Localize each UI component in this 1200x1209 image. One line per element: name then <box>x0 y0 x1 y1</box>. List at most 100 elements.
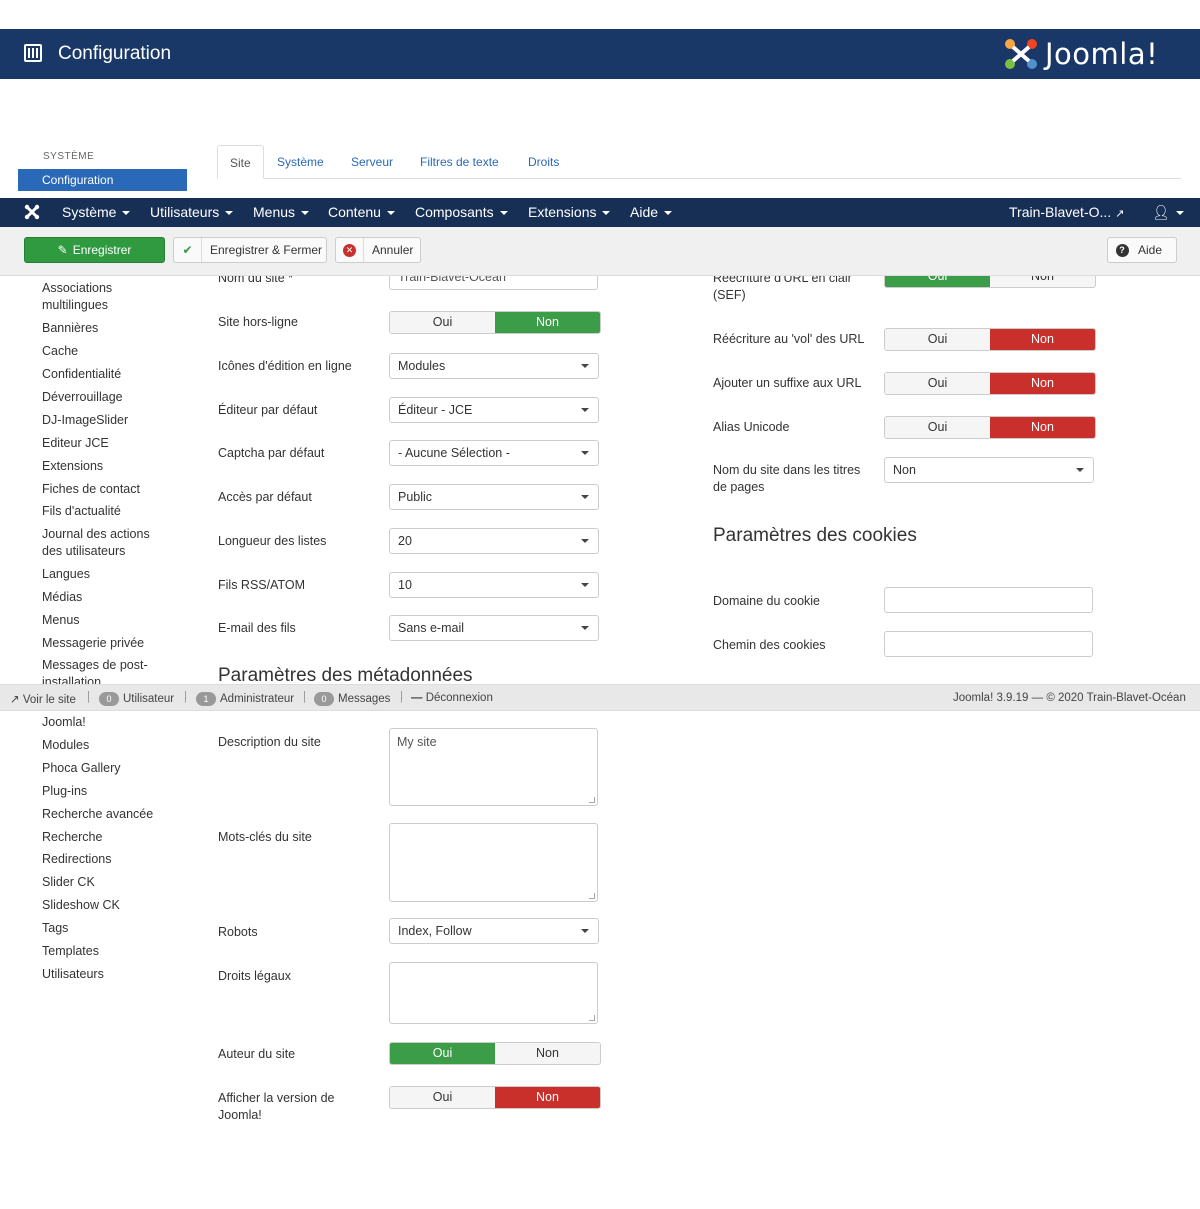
author-toggle[interactable]: Oui Non <box>389 1042 601 1065</box>
nav-components[interactable]: Composants <box>415 204 508 220</box>
joomla-menu-icon[interactable] <box>24 204 40 220</box>
sidebar-item[interactable]: Extensions <box>42 459 104 473</box>
cookie-path-input[interactable] <box>884 631 1093 657</box>
chevron-down-icon <box>572 441 598 465</box>
sidebar-item[interactable]: Phoca Gallery <box>42 761 121 775</box>
offline-no[interactable]: Non <box>495 312 600 333</box>
sidebar-item[interactable]: Fils d'actualité <box>42 504 121 518</box>
suffix-no[interactable]: Non <box>990 373 1095 394</box>
sidebar-item[interactable]: Tags <box>42 921 69 935</box>
list-length-select[interactable]: 20 <box>389 528 599 554</box>
sidebar-item[interactable]: Joomla! <box>42 715 86 729</box>
sidebar-item[interactable]: Slider CK <box>42 875 95 889</box>
suffix-yes[interactable]: Oui <box>885 373 990 394</box>
chevron-down-icon <box>572 529 598 553</box>
offline-yes[interactable]: Oui <box>390 312 495 333</box>
tab-server[interactable]: Serveur <box>351 155 394 169</box>
sidebar-item[interactable]: Messagerie privée <box>42 636 145 650</box>
help-icon: ? <box>1108 238 1136 262</box>
sidebar-item[interactable]: Langues <box>42 567 90 581</box>
unicode-no[interactable]: Non <box>990 417 1095 438</box>
cancel-button[interactable]: ✕ Annuler <box>335 237 421 263</box>
inline-edit-select[interactable]: Modules <box>389 353 599 379</box>
tab-permissions[interactable]: Droits <box>528 155 560 169</box>
sidebar-item[interactable]: Confidentialité <box>42 367 122 381</box>
unicode-yes[interactable]: Oui <box>885 417 990 438</box>
app-header: Configuration Joomla! <box>0 29 1200 79</box>
sidebar-item[interactable]: Recherche avancée <box>42 807 154 821</box>
offline-toggle[interactable]: Oui Non <box>389 311 601 334</box>
access-select[interactable]: Public <box>389 484 599 510</box>
rewrite-yes[interactable]: Oui <box>885 329 990 350</box>
sef-label: Réécriture d'URL en clair (SEF) <box>713 276 852 302</box>
feed-email-select[interactable]: Sans e-mail <box>389 615 599 641</box>
sidebar-item[interactable]: Cache <box>42 344 79 358</box>
sidebar-item[interactable]: DJ-ImageSlider <box>42 413 129 427</box>
sidebar-item[interactable]: Menus <box>42 613 80 627</box>
sidebar-item[interactable]: Déverrouillage <box>42 390 123 404</box>
author-yes[interactable]: Oui <box>390 1043 495 1064</box>
sidebar-item[interactable]: Journal des actions des utilisateurs <box>42 527 150 558</box>
save-close-button[interactable]: ✔ Enregistrer & Fermer <box>173 237 327 263</box>
site-link[interactable]: Train-Blavet-O... ↗ <box>1009 204 1125 220</box>
sidebar-item[interactable]: Templates <box>42 944 99 958</box>
editor-select[interactable]: Éditeur - JCE <box>389 397 599 423</box>
rights-textarea[interactable] <box>389 962 598 1024</box>
unicode-toggle[interactable]: Oui Non <box>884 416 1096 439</box>
sidebar-item[interactable]: Editeur JCE <box>42 436 109 450</box>
sidebar-item-configuration[interactable]: Configuration <box>18 169 187 191</box>
nav-menus[interactable]: Menus <box>253 204 310 220</box>
sidebar-item[interactable]: Médias <box>42 590 83 604</box>
tab-system[interactable]: Système <box>277 155 324 169</box>
nav-users[interactable]: Utilisateurs <box>150 204 234 220</box>
sidebar-item[interactable]: Fiches de contact <box>42 482 140 496</box>
captcha-label: Captcha par défaut <box>218 446 325 460</box>
save-button[interactable]: ✎ Enregistrer <box>24 237 165 263</box>
suffix-toggle[interactable]: Oui Non <box>884 372 1096 395</box>
sidebar-item[interactable]: Associations multilingues <box>42 281 113 312</box>
sef-no[interactable]: Non <box>990 276 1095 287</box>
show-version-no[interactable]: Non <box>495 1087 600 1108</box>
robots-select[interactable]: Index, Follow <box>389 918 599 944</box>
messages-link[interactable]: 0 Messages <box>314 692 390 706</box>
nav-help[interactable]: Aide <box>630 204 673 220</box>
tab-text-filters[interactable]: Filtres de texte <box>420 155 499 169</box>
sidebar-item[interactable]: Bannières <box>42 321 99 335</box>
view-site-link[interactable]: ↗ Voir le site <box>10 694 76 706</box>
rewrite-toggle[interactable]: Oui Non <box>884 328 1096 351</box>
users-link[interactable]: 0 Utilisateur <box>99 692 174 706</box>
site-name-input[interactable]: Train-Blavet-Ocean <box>389 276 598 290</box>
description-label: Description du site <box>218 735 321 749</box>
nav-system[interactable]: Système <box>62 204 131 220</box>
sidebar-item[interactable]: Redirections <box>42 852 112 866</box>
show-version-toggle[interactable]: Oui Non <box>389 1086 601 1109</box>
sidebar-item[interactable]: Modules <box>42 738 90 752</box>
user-menu[interactable]: 👤︎ <box>1152 204 1184 221</box>
cookie-domain-input[interactable] <box>884 587 1093 613</box>
sef-toggle[interactable]: Oui Non <box>884 276 1096 288</box>
sidebar-item[interactable]: Utilisateurs <box>42 967 104 981</box>
sef-row: Réécriture d'URL en clair (SEF) Oui Non <box>700 276 1120 306</box>
offline-label: Site hors-ligne <box>218 315 298 329</box>
help-button[interactable]: ? Aide <box>1107 237 1177 263</box>
keywords-textarea[interactable] <box>389 823 598 902</box>
nav-extensions[interactable]: Extensions <box>528 204 611 220</box>
description-textarea[interactable]: My site <box>389 728 598 806</box>
tab-site[interactable]: Site <box>217 145 264 179</box>
nav-content[interactable]: Contenu <box>328 204 395 220</box>
sitename-titles-select[interactable]: Non <box>884 457 1094 483</box>
feed-limit-select[interactable]: 10 <box>389 572 599 598</box>
separator: | <box>400 691 403 703</box>
sidebar-item[interactable]: Recherche <box>42 830 103 844</box>
sef-yes[interactable]: Oui <box>885 276 990 287</box>
sidebar-item[interactable]: Slideshow CK <box>42 898 120 912</box>
rewrite-no[interactable]: Non <box>990 329 1095 350</box>
show-version-yes[interactable]: Oui <box>390 1087 495 1108</box>
captcha-select[interactable]: - Aucune Sélection - <box>389 440 599 466</box>
sidebar-item[interactable]: Messages de post-installation <box>42 658 148 684</box>
author-no[interactable]: Non <box>495 1043 600 1064</box>
sidebar-item[interactable]: Plug-ins <box>42 784 88 798</box>
admins-link[interactable]: 1 Administrateur <box>196 692 294 706</box>
logout-link[interactable]: — Déconnexion <box>411 692 493 704</box>
cookie-domain-label: Domaine du cookie <box>713 594 821 608</box>
